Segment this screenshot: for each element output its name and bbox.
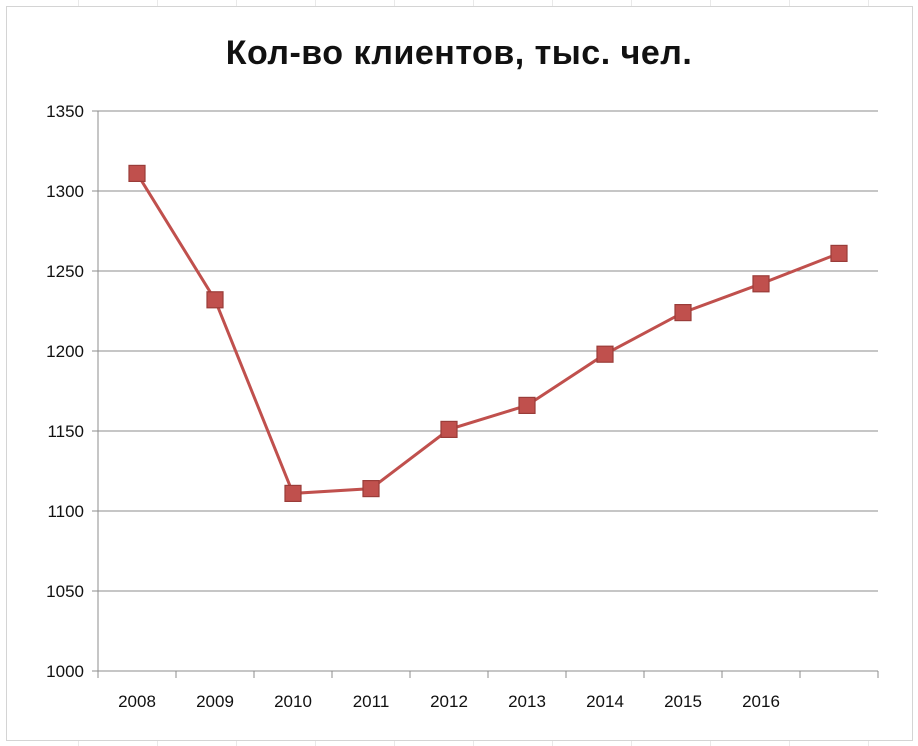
data-point-2011[interactable] bbox=[362, 480, 380, 498]
x-tick-label: 2016 bbox=[742, 692, 780, 711]
data-point-2012[interactable] bbox=[440, 420, 458, 438]
y-tick-label: 1000 bbox=[46, 662, 84, 681]
x-tick-label: 2008 bbox=[118, 692, 156, 711]
data-point-2008[interactable] bbox=[128, 164, 146, 182]
data-point-2016[interactable] bbox=[752, 275, 770, 293]
y-tick-labels: 1000 1050 1100 1150 1200 1250 1300 1350 bbox=[46, 102, 84, 681]
series-clients bbox=[128, 164, 848, 502]
x-tick-label: 2013 bbox=[508, 692, 546, 711]
data-point-2010[interactable] bbox=[284, 484, 302, 502]
data-point-point-10[interactable] bbox=[830, 244, 848, 262]
x-tick-labels: 2008 2009 2010 2011 2012 2013 2014 2015 2016 bbox=[118, 692, 780, 711]
x-tick-label: 2012 bbox=[430, 692, 468, 711]
x-tick-label: 2011 bbox=[353, 692, 390, 711]
y-tick-label: 1200 bbox=[46, 342, 84, 361]
chart-area[interactable] bbox=[6, 6, 913, 741]
y-tick-label: 1050 bbox=[46, 582, 84, 601]
y-tick-label: 1100 bbox=[47, 502, 84, 521]
series-line bbox=[135, 172, 840, 495]
y-tick-label: 1150 bbox=[47, 422, 84, 441]
y-tick-label: 1250 bbox=[46, 262, 84, 281]
data-point-2014[interactable] bbox=[596, 345, 614, 363]
x-tick-label: 2010 bbox=[274, 692, 312, 711]
x-tick-label: 2009 bbox=[196, 692, 234, 711]
x-tick-label: 2015 bbox=[664, 692, 702, 711]
axes bbox=[92, 110, 879, 678]
y-tick-label: 1350 bbox=[46, 102, 84, 121]
data-point-2013[interactable] bbox=[518, 396, 536, 414]
gridlines bbox=[98, 110, 878, 592]
chart-title: Кол-во клиентов, тыс. чел. bbox=[225, 34, 693, 72]
x-tick-label: 2014 bbox=[586, 692, 624, 711]
y-tick-label: 1300 bbox=[46, 182, 84, 201]
data-point-2009[interactable] bbox=[206, 291, 224, 309]
data-point-2015[interactable] bbox=[674, 304, 692, 322]
